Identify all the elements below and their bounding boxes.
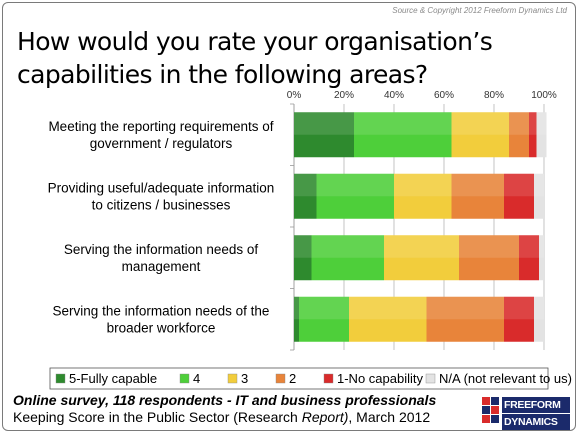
bar-segment-highlight bbox=[394, 173, 452, 197]
legend-label: 1-No capability bbox=[337, 371, 423, 386]
bar-segment bbox=[311, 235, 384, 281]
report-reference: Keeping Score in the Public Sector (Rese… bbox=[13, 409, 430, 425]
bar-segment-highlight bbox=[529, 112, 537, 135]
x-tick-label: 40% bbox=[384, 90, 404, 101]
bar-segment bbox=[294, 112, 354, 158]
x-tick-label: 80% bbox=[484, 90, 504, 101]
bar-segment-highlight bbox=[354, 112, 452, 135]
legend-swatch bbox=[55, 373, 66, 384]
bar-segment-highlight bbox=[534, 173, 544, 197]
bar-segment-highlight bbox=[426, 296, 504, 320]
bar-segment bbox=[299, 296, 349, 342]
bar-segment bbox=[534, 173, 544, 219]
bar-segment-highlight bbox=[294, 112, 354, 135]
bar-segment-highlight bbox=[504, 296, 534, 320]
legend-box bbox=[49, 367, 549, 390]
bar-segment bbox=[451, 112, 509, 158]
freeform-dynamics-logo: FREEFORM DYNAMICS bbox=[482, 395, 570, 430]
bar-segment bbox=[294, 173, 317, 219]
bar-segment bbox=[294, 296, 299, 342]
category-label: Serving the information needs of bbox=[64, 242, 259, 257]
x-tick-label: 0% bbox=[287, 90, 302, 101]
bar-segment bbox=[534, 296, 544, 342]
logo-mark-icon bbox=[482, 397, 499, 423]
x-tick-label: 60% bbox=[434, 90, 454, 101]
bar-segment bbox=[536, 112, 547, 158]
bar-segment bbox=[349, 296, 427, 342]
bar-segment bbox=[459, 235, 519, 281]
bar-segment-highlight bbox=[294, 296, 299, 320]
bar-segment bbox=[354, 112, 452, 158]
bar-segment bbox=[509, 112, 529, 158]
legend-label: N/A (not relevant to us) bbox=[439, 371, 572, 386]
bar-segment-highlight bbox=[539, 235, 544, 258]
bar-segment-highlight bbox=[536, 112, 547, 135]
bar-segment bbox=[504, 296, 534, 342]
bar-segment bbox=[504, 173, 534, 219]
bar-segment bbox=[539, 235, 544, 281]
x-tick-label: 20% bbox=[334, 90, 354, 101]
bar-segment-highlight bbox=[311, 235, 384, 258]
bar-segment bbox=[529, 112, 537, 158]
category-label: broader workforce bbox=[107, 320, 216, 335]
x-tick-label: 100% bbox=[531, 90, 557, 101]
bar-segment-highlight bbox=[384, 235, 459, 258]
bar-segment-highlight bbox=[299, 296, 349, 320]
bar-segment bbox=[316, 173, 394, 219]
logo-line-1: FREEFORM bbox=[502, 397, 570, 413]
report-reference-prefix: Keeping Score in the Public Sector (Rese… bbox=[13, 409, 302, 425]
bar-segment bbox=[519, 235, 539, 281]
logo-line-2: DYNAMICS bbox=[502, 414, 570, 430]
bar-segment-highlight bbox=[519, 235, 539, 258]
category-label: to citizens / businesses bbox=[92, 197, 231, 212]
bar-segment-highlight bbox=[294, 235, 312, 258]
stacked-bar-chart: 0% 20% 40% 60% 80% 100% Meeting the reporting … bbox=[48, 90, 572, 390]
report-reference-suffix: , March 2012 bbox=[348, 409, 431, 425]
bar-segment-highlight bbox=[504, 173, 534, 197]
legend-swatch bbox=[323, 373, 334, 384]
source-note: Source & Copyright 2012 Freeform Dynamic… bbox=[392, 6, 567, 15]
legend-swatch bbox=[227, 373, 238, 384]
legend-label: 2 bbox=[289, 371, 296, 386]
bar-segment bbox=[426, 296, 504, 342]
slide-frame: Source & Copyright 2012 Freeform Dynamic… bbox=[2, 2, 576, 431]
legend-label: 4 bbox=[193, 371, 200, 386]
survey-note: Online survey, 118 respondents - IT and … bbox=[13, 392, 437, 408]
bar-segment-highlight bbox=[534, 296, 544, 320]
legend-swatch bbox=[425, 373, 436, 384]
bar-segment bbox=[451, 173, 504, 219]
bar-segment-highlight bbox=[294, 173, 317, 197]
bar-segment-highlight bbox=[451, 112, 509, 135]
legend-swatch bbox=[179, 373, 190, 384]
bar-segment-highlight bbox=[316, 173, 394, 197]
category-label: government / regulators bbox=[90, 136, 233, 151]
legend-swatch bbox=[275, 373, 286, 384]
bar-segment bbox=[294, 235, 312, 281]
category-label: management bbox=[122, 259, 201, 274]
chart-title: How would you rate your organisation’s c… bbox=[17, 27, 493, 89]
bar-segment-highlight bbox=[349, 296, 427, 320]
bar-segment bbox=[394, 173, 452, 219]
bar-segment bbox=[384, 235, 459, 281]
category-label: Meeting the reporting requirements of bbox=[48, 119, 273, 134]
bar-segment-highlight bbox=[459, 235, 519, 258]
legend-label: 5-Fully capable bbox=[69, 371, 157, 386]
category-label: Serving the information needs of the bbox=[53, 303, 270, 318]
bar-segment-highlight bbox=[451, 173, 504, 197]
bar-segment-highlight bbox=[509, 112, 529, 135]
category-label: Providing useful/adequate information bbox=[48, 180, 275, 195]
legend-label: 3 bbox=[241, 371, 248, 386]
report-reference-italic: Report) bbox=[301, 409, 349, 425]
